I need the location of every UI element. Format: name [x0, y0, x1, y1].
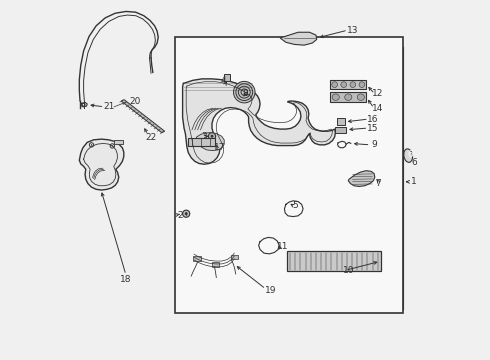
Polygon shape	[196, 133, 224, 150]
Text: 6: 6	[408, 150, 414, 159]
Text: 11: 11	[277, 242, 289, 251]
FancyBboxPatch shape	[337, 118, 344, 126]
Text: 22: 22	[146, 133, 157, 142]
Text: 14: 14	[372, 104, 383, 113]
FancyBboxPatch shape	[287, 251, 381, 271]
Text: 12: 12	[372, 89, 383, 98]
Polygon shape	[280, 32, 317, 45]
Text: 6: 6	[412, 158, 417, 167]
Ellipse shape	[341, 82, 346, 87]
Text: 17: 17	[214, 143, 226, 152]
FancyBboxPatch shape	[188, 138, 215, 145]
Text: 4: 4	[220, 76, 226, 85]
Ellipse shape	[332, 94, 339, 100]
Text: 3: 3	[201, 132, 207, 141]
FancyBboxPatch shape	[330, 93, 366, 102]
Text: 8: 8	[242, 89, 248, 98]
FancyBboxPatch shape	[212, 262, 219, 267]
FancyBboxPatch shape	[330, 80, 366, 89]
Polygon shape	[79, 139, 124, 190]
Text: 13: 13	[347, 26, 358, 35]
Ellipse shape	[344, 94, 352, 100]
Text: 7: 7	[375, 179, 381, 188]
Text: 18: 18	[120, 275, 132, 284]
Ellipse shape	[332, 82, 338, 87]
Circle shape	[112, 145, 113, 147]
Circle shape	[91, 144, 92, 145]
Text: 2: 2	[177, 211, 183, 220]
Text: 15: 15	[367, 123, 378, 132]
Polygon shape	[348, 171, 375, 186]
Text: 16: 16	[367, 114, 378, 123]
FancyBboxPatch shape	[175, 37, 403, 313]
Circle shape	[183, 210, 190, 217]
Polygon shape	[183, 79, 335, 164]
Text: 10: 10	[343, 266, 355, 275]
Text: 9: 9	[371, 140, 377, 149]
Text: 1: 1	[412, 177, 417, 186]
Circle shape	[208, 133, 216, 140]
FancyBboxPatch shape	[114, 140, 123, 144]
Circle shape	[211, 135, 214, 138]
Text: 21: 21	[104, 102, 115, 111]
Ellipse shape	[359, 82, 365, 87]
Text: 19: 19	[265, 286, 276, 295]
Ellipse shape	[357, 94, 365, 100]
Text: 20: 20	[129, 97, 140, 106]
FancyBboxPatch shape	[224, 74, 230, 81]
Ellipse shape	[350, 82, 356, 87]
FancyBboxPatch shape	[335, 127, 346, 133]
Circle shape	[185, 212, 188, 215]
FancyBboxPatch shape	[194, 256, 200, 261]
FancyBboxPatch shape	[231, 255, 238, 259]
Circle shape	[234, 81, 255, 103]
Polygon shape	[122, 100, 165, 133]
Text: 5: 5	[293, 201, 298, 210]
Ellipse shape	[404, 149, 413, 162]
